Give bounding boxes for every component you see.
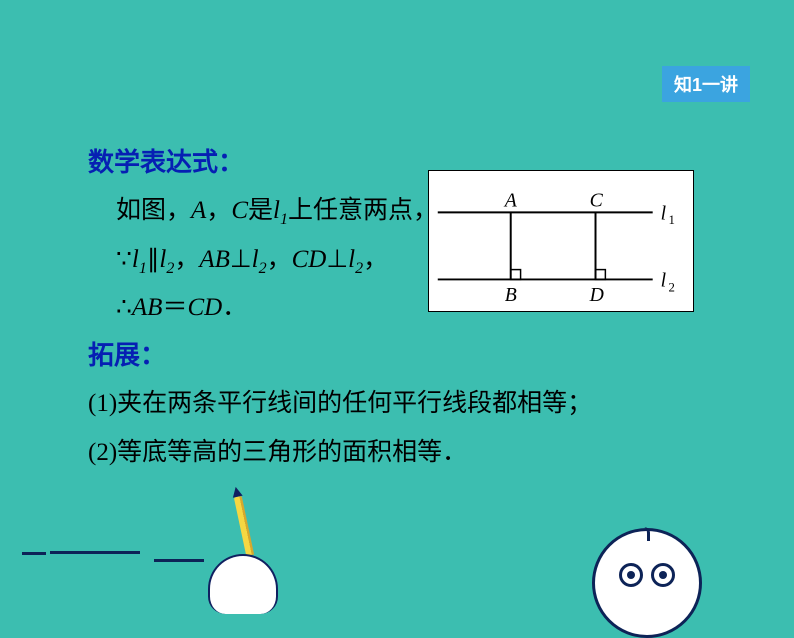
content-area: 数学表达式： 如图，A，C是l1上任意两点， ∵l1∥l2，AB⊥l2，CD⊥l… — [88, 140, 750, 477]
var-l: l — [252, 246, 259, 273]
var-l: l — [132, 246, 139, 273]
svg-text:C: C — [590, 189, 604, 211]
sub-2: 2 — [259, 260, 267, 277]
pencil-icon — [234, 496, 254, 556]
because-sym: ∵ — [116, 246, 132, 273]
eye-left-icon — [619, 563, 643, 587]
sub-2: 2 — [355, 260, 363, 277]
sub-1: 1 — [139, 260, 147, 277]
svg-text:2: 2 — [668, 280, 674, 294]
sub-1: 1 — [280, 211, 288, 228]
t: 上任意两点， — [288, 197, 438, 224]
var-A: A — [191, 197, 206, 224]
hand-decoration — [90, 524, 230, 614]
t: 是 — [248, 197, 273, 224]
t: ， — [267, 246, 292, 273]
svg-text:D: D — [589, 284, 604, 306]
svg-text:1: 1 — [668, 213, 674, 227]
t: ． — [222, 294, 247, 321]
svg-text:A: A — [503, 189, 518, 211]
perp-sym: ⊥ — [326, 246, 348, 273]
var-AB: AB — [132, 294, 163, 321]
fingers-icon — [208, 554, 278, 614]
t: 如图， — [116, 197, 191, 224]
var-AB: AB — [199, 246, 230, 273]
therefore-sym: ∴ — [116, 294, 132, 321]
perp-sym: ⊥ — [230, 246, 252, 273]
svg-text:B: B — [505, 284, 517, 306]
ext-item-2: (2)等底等高的三角形的面积相等． — [88, 429, 750, 478]
heading-extension: 拓展： — [88, 333, 750, 380]
var-CD: CD — [292, 246, 327, 273]
character-head-decoration — [592, 528, 702, 638]
parallel-sym: ∥ — [147, 246, 160, 273]
var-C: C — [231, 197, 248, 224]
t: ， — [174, 246, 199, 273]
lesson-badge: 知1一讲 — [662, 66, 750, 102]
num: (2) — [88, 439, 117, 466]
text: 等底等高的三角形的面积相等． — [117, 439, 467, 466]
parallel-lines-diagram: ACBDl1l2 — [428, 170, 694, 312]
var-CD: CD — [187, 294, 222, 321]
t: ， — [363, 246, 388, 273]
eye-right-icon — [651, 563, 675, 587]
num: (1) — [88, 390, 117, 417]
eyes — [595, 563, 699, 592]
var-l: l — [273, 197, 280, 224]
ext-item-1: (1)夹在两条平行线间的任何平行线段都相等； — [88, 380, 750, 429]
svg-text:l: l — [661, 269, 667, 291]
text: 夹在两条平行线间的任何平行线段都相等； — [117, 390, 592, 417]
t: ， — [206, 197, 231, 224]
svg-text:l: l — [661, 202, 667, 224]
eq-sym: ＝ — [162, 294, 187, 321]
hair-icon — [644, 527, 650, 541]
